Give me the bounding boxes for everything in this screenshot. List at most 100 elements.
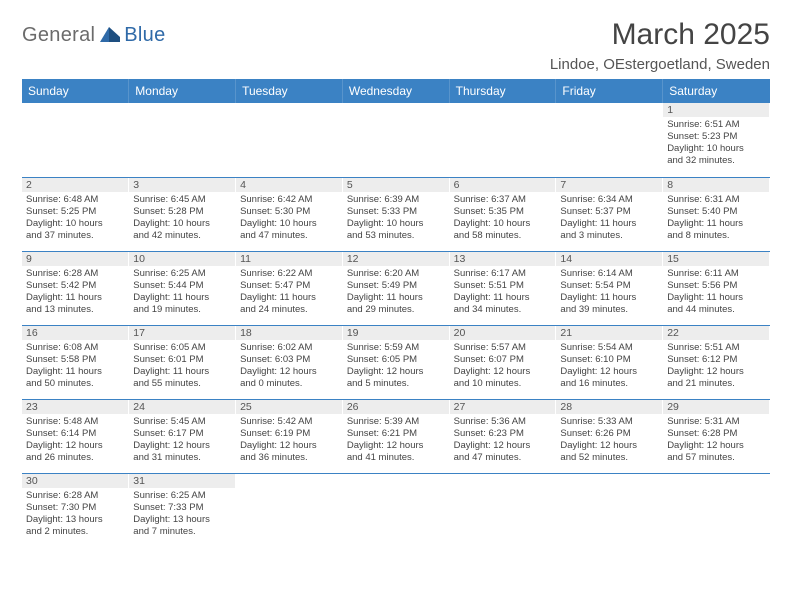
weekday-header: Friday: [556, 79, 663, 103]
day-details: Sunrise: 5:36 AMSunset: 6:23 PMDaylight:…: [450, 414, 556, 468]
calendar-cell: [129, 103, 236, 177]
day-sunset: Sunset: 5:37 PM: [560, 206, 658, 218]
day-details: Sunrise: 6:22 AMSunset: 5:47 PMDaylight:…: [236, 266, 342, 320]
day-day1: Daylight: 12 hours: [454, 366, 552, 378]
calendar-row: 1Sunrise: 6:51 AMSunset: 5:23 PMDaylight…: [22, 103, 770, 177]
day-day1: Daylight: 12 hours: [240, 440, 338, 452]
calendar-cell: 17Sunrise: 6:05 AMSunset: 6:01 PMDayligh…: [129, 325, 236, 399]
calendar-cell: 9Sunrise: 6:28 AMSunset: 5:42 PMDaylight…: [22, 251, 129, 325]
calendar-cell: 29 Sunrise: 5:31 AMSunset: 6:28 PMDayligh…: [663, 399, 770, 473]
day-number: 2: [22, 178, 128, 192]
day-day2: and 53 minutes.: [347, 230, 445, 242]
day-day2: and 8 minutes.: [667, 230, 765, 242]
calendar-cell: 21Sunrise: 5:54 AMSunset: 6:10 PMDayligh…: [556, 325, 663, 399]
day-sunset: Sunset: 7:30 PM: [26, 502, 124, 514]
day-day1: Daylight: 12 hours: [560, 440, 658, 452]
day-day1: Daylight: 10 hours: [133, 218, 231, 230]
day-sunrise: Sunrise: 6:11 AM: [667, 268, 765, 280]
day-details: Sunrise: 6:25 AMSunset: 5:44 PMDaylight:…: [129, 266, 235, 320]
calendar-cell: 15Sunrise: 6:11 AMSunset: 5:56 PMDayligh…: [663, 251, 770, 325]
day-details: Sunrise: 6:17 AMSunset: 5:51 PMDaylight:…: [450, 266, 556, 320]
day-sunrise: Sunrise: 5:42 AM: [240, 416, 338, 428]
day-day1: Daylight: 13 hours: [133, 514, 231, 526]
title-block: March 2025 Lindoe, OEstergoetland, Swede…: [550, 18, 770, 73]
day-day2: and 44 minutes.: [667, 304, 765, 316]
calendar-cell: 20Sunrise: 5:57 AMSunset: 6:07 PMDayligh…: [449, 325, 556, 399]
calendar-table: SundayMondayTuesdayWednesdayThursdayFrid…: [22, 79, 770, 547]
day-sunset: Sunset: 6:14 PM: [26, 428, 124, 440]
calendar-cell: 26Sunrise: 5:39 AMSunset: 6:21 PMDayligh…: [342, 399, 449, 473]
day-sunset: Sunset: 6:03 PM: [240, 354, 338, 366]
day-number: 16: [22, 326, 128, 340]
day-number: 25: [236, 400, 342, 414]
day-details: Sunrise: 5:59 AMSunset: 6:05 PMDaylight:…: [343, 340, 449, 394]
day-sunrise: Sunrise: 6:17 AM: [454, 268, 552, 280]
day-number: 6: [450, 178, 556, 192]
day-day1: Daylight: 11 hours: [133, 366, 231, 378]
calendar-header: SundayMondayTuesdayWednesdayThursdayFrid…: [22, 79, 770, 103]
calendar-page: General Blue March 2025 Lindoe, OEstergo…: [0, 0, 792, 557]
day-details: Sunrise: 5:48 AMSunset: 6:14 PMDaylight:…: [22, 414, 128, 468]
day-day1: Daylight: 11 hours: [26, 366, 124, 378]
day-day2: and 47 minutes.: [240, 230, 338, 242]
calendar-cell: 1Sunrise: 6:51 AMSunset: 5:23 PMDaylight…: [663, 103, 770, 177]
day-details: Sunrise: 6:05 AMSunset: 6:01 PMDaylight:…: [129, 340, 235, 394]
weekday-header: Thursday: [449, 79, 556, 103]
day-day2: and 41 minutes.: [347, 452, 445, 464]
day-number: 22: [663, 326, 769, 340]
calendar-cell: [342, 103, 449, 177]
day-sunset: Sunset: 5:25 PM: [26, 206, 124, 218]
day-day1: Daylight: 11 hours: [347, 292, 445, 304]
day-details: Sunrise: 6:20 AMSunset: 5:49 PMDaylight:…: [343, 266, 449, 320]
calendar-cell: 6Sunrise: 6:37 AMSunset: 5:35 PMDaylight…: [449, 177, 556, 251]
day-number: 13: [450, 252, 556, 266]
calendar-cell: 3Sunrise: 6:45 AMSunset: 5:28 PMDaylight…: [129, 177, 236, 251]
day-details: Sunrise: 6:34 AMSunset: 5:37 PMDaylight:…: [556, 192, 662, 246]
calendar-cell: 11Sunrise: 6:22 AMSunset: 5:47 PMDayligh…: [236, 251, 343, 325]
day-number: 28: [556, 400, 662, 414]
day-sunset: Sunset: 5:56 PM: [667, 280, 765, 292]
day-sunrise: Sunrise: 5:31 AM: [667, 416, 765, 428]
day-sunrise: Sunrise: 6:05 AM: [133, 342, 231, 354]
day-details: Sunrise: 5:51 AMSunset: 6:12 PMDaylight:…: [663, 340, 769, 394]
day-day2: and 16 minutes.: [560, 378, 658, 390]
calendar-cell: 30Sunrise: 6:28 AMSunset: 7:30 PMDayligh…: [22, 473, 129, 547]
day-day1: Daylight: 12 hours: [347, 440, 445, 452]
day-number: 27: [450, 400, 556, 414]
day-number: 29: [663, 400, 769, 414]
day-sunset: Sunset: 6:17 PM: [133, 428, 231, 440]
day-day2: and 31 minutes.: [133, 452, 231, 464]
day-details: Sunrise: 6:37 AMSunset: 5:35 PMDaylight:…: [450, 192, 556, 246]
day-day1: Daylight: 12 hours: [667, 440, 765, 452]
day-number: 24: [129, 400, 235, 414]
day-sunset: Sunset: 5:51 PM: [454, 280, 552, 292]
calendar-cell: 13Sunrise: 6:17 AMSunset: 5:51 PMDayligh…: [449, 251, 556, 325]
day-day1: Daylight: 12 hours: [347, 366, 445, 378]
calendar-cell: 2Sunrise: 6:48 AMSunset: 5:25 PMDaylight…: [22, 177, 129, 251]
calendar-cell: 19Sunrise: 5:59 AMSunset: 6:05 PMDayligh…: [342, 325, 449, 399]
day-day2: and 5 minutes.: [347, 378, 445, 390]
day-sunrise: Sunrise: 6:25 AM: [133, 490, 231, 502]
calendar-cell: 31Sunrise: 6:25 AMSunset: 7:33 PMDayligh…: [129, 473, 236, 547]
day-day1: Daylight: 12 hours: [667, 366, 765, 378]
day-details: Sunrise: 5:54 AMSunset: 6:10 PMDaylight:…: [556, 340, 662, 394]
calendar-cell: [556, 103, 663, 177]
day-details: Sunrise: 6:31 AMSunset: 5:40 PMDaylight:…: [663, 192, 769, 246]
day-sunset: Sunset: 6:10 PM: [560, 354, 658, 366]
calendar-cell: 4Sunrise: 6:42 AMSunset: 5:30 PMDaylight…: [236, 177, 343, 251]
day-sunrise: Sunrise: 6:45 AM: [133, 194, 231, 206]
day-day2: and 26 minutes.: [26, 452, 124, 464]
day-sunset: Sunset: 6:19 PM: [240, 428, 338, 440]
calendar-cell: 8Sunrise: 6:31 AMSunset: 5:40 PMDaylight…: [663, 177, 770, 251]
day-details: Sunrise: 5:42 AMSunset: 6:19 PMDaylight:…: [236, 414, 342, 468]
day-number: 3: [129, 178, 235, 192]
day-number: 8: [663, 178, 769, 192]
calendar-cell: 25Sunrise: 5:42 AMSunset: 6:19 PMDayligh…: [236, 399, 343, 473]
day-number: 11: [236, 252, 342, 266]
day-day1: Daylight: 12 hours: [560, 366, 658, 378]
logo-text-blue: Blue: [124, 24, 165, 47]
day-details: Sunrise: 5:57 AMSunset: 6:07 PMDaylight:…: [450, 340, 556, 394]
day-sunset: Sunset: 6:28 PM: [667, 428, 765, 440]
calendar-cell: 14Sunrise: 6:14 AMSunset: 5:54 PMDayligh…: [556, 251, 663, 325]
day-sunset: Sunset: 5:44 PM: [133, 280, 231, 292]
